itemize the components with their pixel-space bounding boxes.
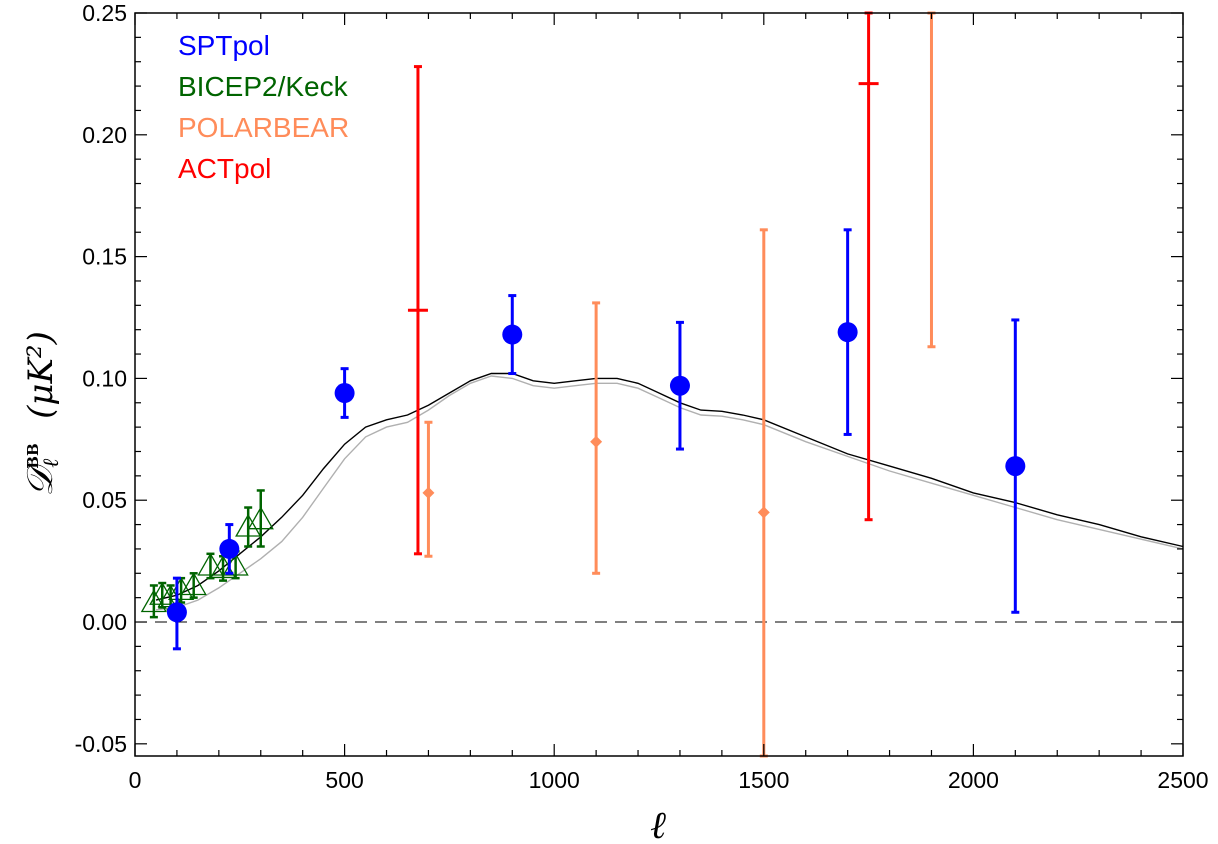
y-tick-label: 0.05 [82,487,127,513]
data-point [334,383,355,404]
data-point [197,552,224,576]
series-sptpol [166,228,1026,651]
x-tick-label: 0 [129,767,142,793]
x-axis-title: ℓ [650,803,666,844]
data-point [167,577,195,600]
y-tick-label: 0.10 [82,365,127,391]
model-curve [155,372,1184,601]
data-point [757,506,770,519]
y-tick-label: 0.00 [82,609,127,635]
data-point [502,324,523,345]
data-point [669,375,690,396]
model-curves [155,372,1184,611]
data-points [140,11,1026,758]
y-axis-superscript: BB [24,443,42,468]
x-tick-label: 1000 [529,767,580,793]
legend-entry-polarbear: POLARBEAR [178,112,349,143]
data-point [247,506,274,530]
x-tick-label: 500 [325,767,363,793]
y-axis-units: (μK²) [21,331,61,419]
x-tick-label: 2000 [948,767,999,793]
legend-entry-bicep2-keck: BICEP2/Keck [178,71,349,102]
data-point [422,486,435,499]
axis-ticks: 0 500 1000 1500 2000 2500 -0.05 0.00 0.05 0.10 0.1… [75,0,1209,793]
y-tick-label: 0.25 [82,0,127,26]
y-tick-label: -0.05 [75,731,127,757]
data-point [590,435,603,448]
legend-entry-sptpol: SPTpol [178,30,270,61]
legend: SPTpol BICEP2/Keck POLARBEAR ACTpol [178,30,349,184]
data-point [149,581,176,605]
x-tick-label: 1500 [738,767,789,793]
y-axis-subscript: ℓ [39,458,64,468]
data-point [219,538,240,559]
data-point [837,322,858,343]
series-polarbear [422,11,936,758]
y-axis-title: 𝒟ℓBB (μK²) [20,331,64,496]
data-point [1005,456,1026,477]
plot-frame [134,12,1184,757]
series-bicep2-keck [140,489,274,619]
model-curve [155,375,1184,611]
y-tick-label: 0.20 [82,122,127,148]
svg-text:𝒟ℓBB: 𝒟ℓBB [20,443,64,496]
y-tick-label: 0.15 [82,244,127,270]
plot-border [134,12,1184,757]
series-actpol [407,11,879,556]
legend-entry-actpol: ACTpol [178,153,271,184]
data-point [140,589,167,613]
data-point [180,572,207,596]
x-tick-label: 2500 [1157,767,1208,793]
data-point [235,513,262,537]
data-point [166,602,187,623]
